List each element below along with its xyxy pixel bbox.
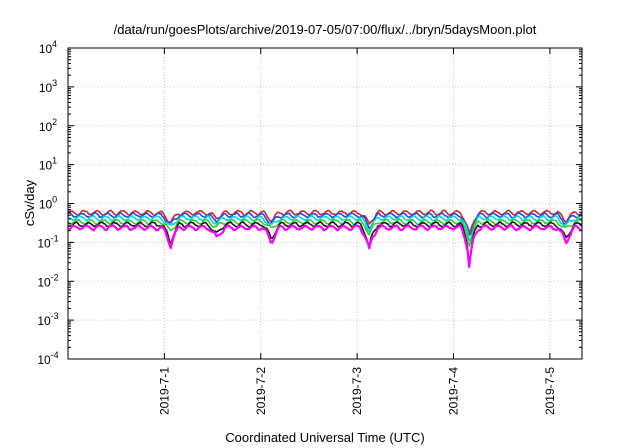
- y-axis-title: cSv/day: [22, 179, 37, 226]
- series-line: [67, 218, 583, 247]
- x-tick-label: 2019-7-5: [543, 367, 557, 415]
- series-line: [67, 209, 583, 234]
- series-group: [67, 209, 583, 269]
- y-tick-label: 102: [39, 117, 57, 134]
- y-tick-label: 10-3: [37, 311, 58, 328]
- x-tick-label: 2019-7-1: [157, 367, 171, 415]
- y-tick-label: 10-4: [37, 350, 58, 367]
- y-tick-label: 103: [39, 78, 57, 95]
- grid: [68, 48, 582, 359]
- x-tick-label: 2019-7-2: [254, 367, 268, 415]
- x-axis: 2019-7-1 2019-7-2 2019-7-3 2019-7-4 2019-7-5: [157, 48, 557, 415]
- x-axis-title: Coordinated Universal Time (UTC): [225, 430, 424, 445]
- x-tick-label: 2019-7-4: [447, 367, 461, 415]
- y-tick-label: 104: [39, 39, 57, 56]
- series-line: [67, 224, 583, 269]
- y-tick-label: 10-1: [37, 233, 58, 250]
- series-line: [67, 221, 583, 266]
- chart-title: /data/run/goesPlots/archive/2019-07-05/0…: [114, 22, 537, 37]
- x-tick-label: 2019-7-3: [350, 367, 364, 415]
- y-tick-label: 10-2: [37, 272, 58, 289]
- y-tick-label: 101: [39, 156, 57, 173]
- plot-frame: [67, 47, 583, 360]
- y-tick-label: 100: [39, 195, 57, 212]
- series-line: [67, 215, 582, 242]
- y-axis: 10-4 10-3 10-2 10-1 100 101 102 103 104: [37, 39, 582, 367]
